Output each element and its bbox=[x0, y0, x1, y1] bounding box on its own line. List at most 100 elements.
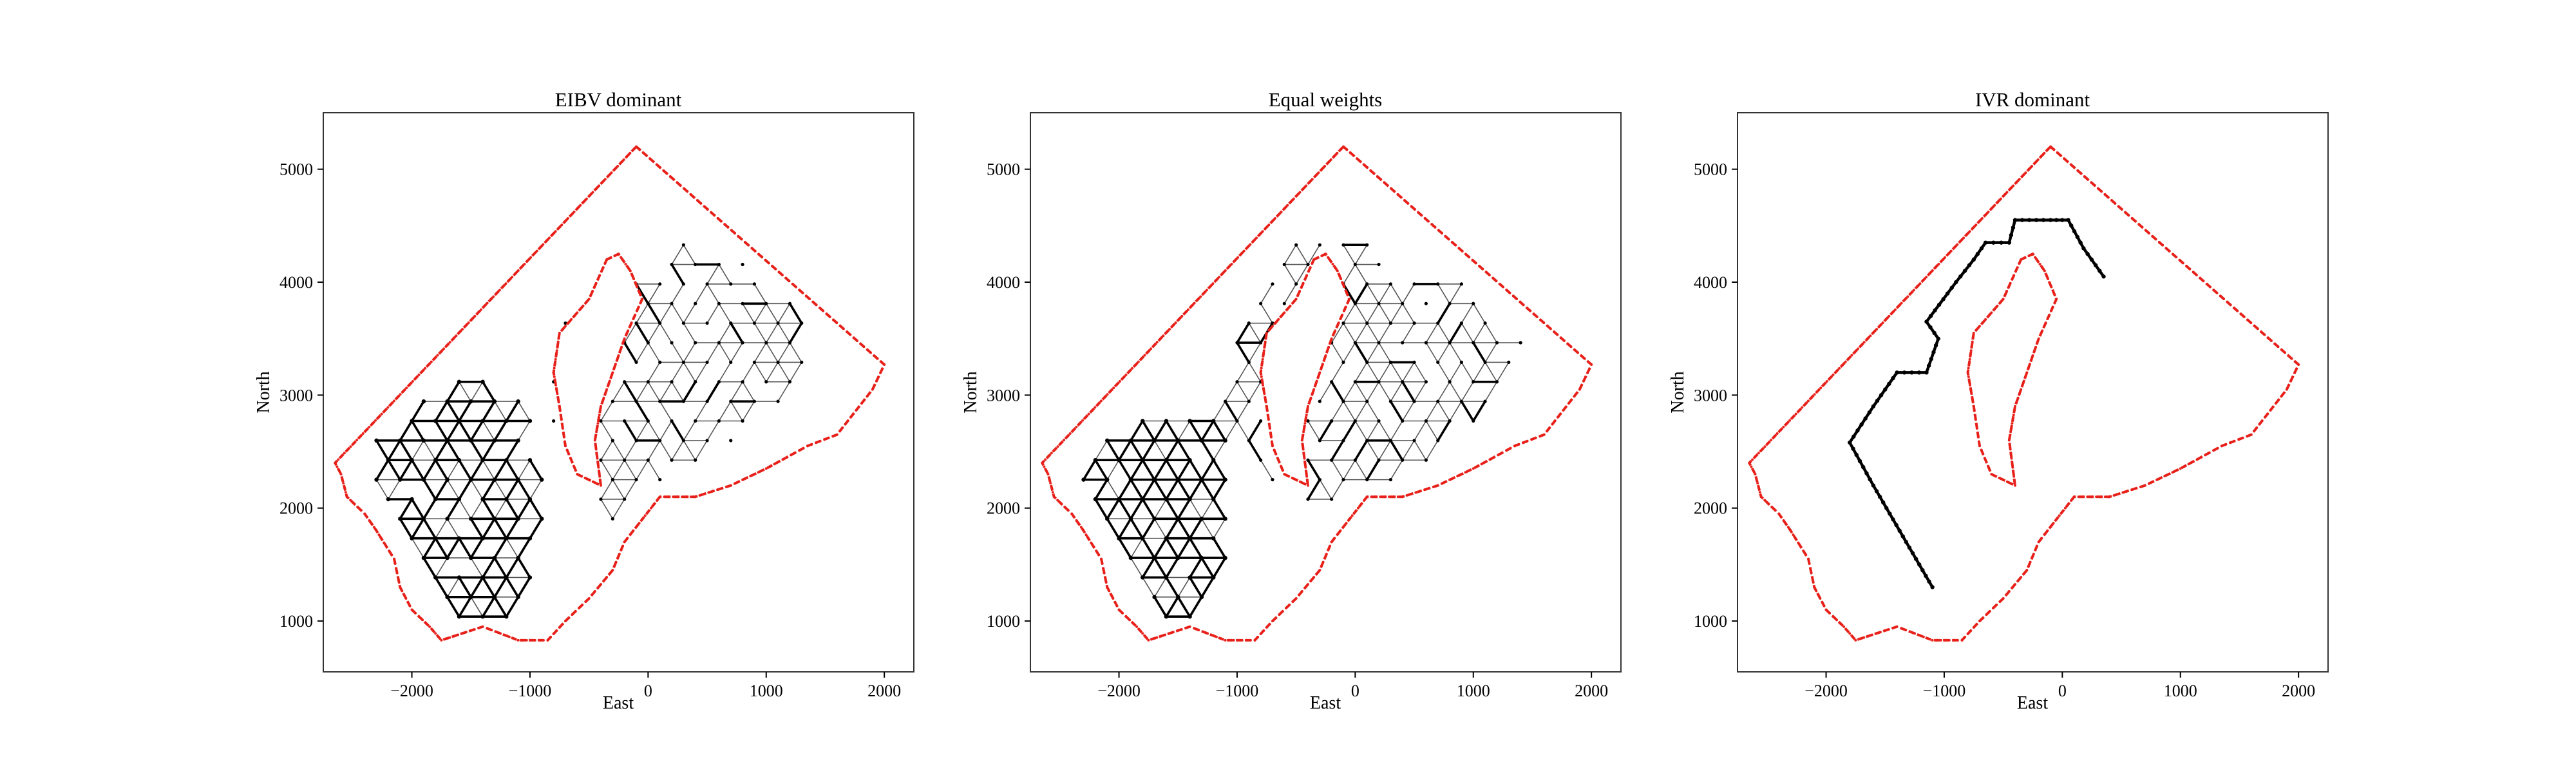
boundary-point bbox=[1124, 615, 1128, 618]
path-segment bbox=[600, 401, 614, 422]
path-waypoint bbox=[469, 438, 473, 443]
boundary-point bbox=[842, 327, 845, 330]
boundary-point bbox=[1758, 491, 1761, 494]
boundary-point bbox=[645, 154, 648, 157]
boundary-point bbox=[1264, 396, 1267, 399]
path-waypoint bbox=[623, 458, 627, 462]
path-waypoint bbox=[1883, 387, 1888, 392]
boundary-point bbox=[1044, 458, 1047, 461]
path-waypoint bbox=[1188, 615, 1192, 619]
boundary-point bbox=[1423, 488, 1426, 491]
boundary-point bbox=[553, 367, 556, 370]
boundary-point bbox=[1850, 354, 1853, 357]
boundary-point bbox=[1862, 341, 1866, 344]
boundary-point bbox=[359, 509, 363, 512]
boundary-point bbox=[1922, 279, 1925, 282]
path-waypoint bbox=[398, 438, 402, 443]
boundary-point bbox=[1944, 638, 1947, 642]
path-waypoint bbox=[1223, 477, 1227, 482]
path-segment bbox=[1472, 341, 1486, 364]
boundary-point bbox=[2151, 480, 2154, 483]
path-segment bbox=[1188, 557, 1203, 579]
path-waypoint bbox=[1895, 370, 1899, 375]
boundary-point bbox=[2090, 495, 2094, 499]
path-waypoint bbox=[764, 341, 768, 345]
boundary-point bbox=[1287, 475, 1290, 478]
path-segment bbox=[659, 322, 672, 343]
path-segment bbox=[1106, 459, 1120, 481]
path-waypoint bbox=[410, 458, 414, 463]
path-waypoint bbox=[564, 321, 567, 325]
boundary-point bbox=[495, 292, 498, 295]
path-waypoint bbox=[1851, 446, 1855, 451]
boundary-point bbox=[516, 638, 520, 642]
path-waypoint bbox=[694, 458, 697, 462]
panel-ivr-dominant: IVR dominant −2000 −1000 0 1000 200010002000… bbox=[1668, 88, 2329, 713]
boundary-point bbox=[1776, 432, 1779, 435]
boundary-point bbox=[2011, 422, 2014, 425]
boundary-point bbox=[1926, 637, 1929, 640]
path-waypoint bbox=[1341, 439, 1345, 443]
path-segment bbox=[1248, 381, 1262, 402]
path-waypoint bbox=[421, 517, 426, 521]
boundary-point bbox=[1291, 600, 1294, 604]
boundary-point bbox=[1312, 258, 1316, 261]
boundary-point bbox=[767, 262, 770, 265]
boundary-point bbox=[1267, 224, 1271, 227]
path-waypoint bbox=[729, 399, 733, 403]
boundary-point bbox=[1887, 628, 1890, 631]
boundary-point bbox=[1937, 262, 1940, 265]
boundary-point bbox=[1323, 557, 1327, 560]
boundary-point bbox=[685, 495, 688, 499]
path-segment bbox=[742, 361, 755, 383]
boundary-point bbox=[598, 274, 601, 277]
path-waypoint bbox=[1341, 478, 1345, 482]
path-segment bbox=[1248, 361, 1262, 383]
path-segment bbox=[434, 478, 449, 501]
path-segment bbox=[1354, 459, 1368, 481]
path-waypoint bbox=[741, 380, 744, 384]
boundary-point bbox=[558, 331, 561, 334]
boundary-point bbox=[614, 560, 618, 564]
boundary-point bbox=[1562, 408, 1565, 412]
boundary-point bbox=[1393, 190, 1396, 193]
boundary-point bbox=[629, 269, 632, 272]
boundary-point bbox=[630, 273, 634, 276]
boundary-point bbox=[2027, 168, 2031, 171]
boundary-point bbox=[343, 452, 346, 455]
boundary-point bbox=[2260, 419, 2264, 423]
boundary-point bbox=[470, 318, 473, 321]
boundary-point bbox=[1303, 278, 1307, 281]
boundary-point bbox=[1236, 638, 1240, 642]
boundary-point bbox=[574, 468, 577, 472]
boundary-point bbox=[2277, 398, 2280, 401]
boundary-point bbox=[1354, 510, 1357, 513]
boundary-point bbox=[559, 414, 562, 417]
path-waypoint bbox=[1141, 419, 1145, 423]
boundary-point bbox=[2016, 396, 2020, 399]
boundary-point bbox=[1295, 194, 1298, 197]
path-segment bbox=[1165, 596, 1180, 618]
boundary-point bbox=[2120, 207, 2123, 211]
path-waypoint bbox=[516, 399, 520, 404]
boundary-point bbox=[560, 418, 563, 421]
path-waypoint bbox=[1936, 336, 1940, 341]
boundary-point bbox=[825, 312, 828, 316]
path-waypoint bbox=[1353, 419, 1357, 423]
path-waypoint bbox=[398, 477, 402, 482]
path-segment bbox=[600, 420, 614, 441]
boundary-point bbox=[1522, 303, 1525, 307]
boundary-point bbox=[2002, 298, 2005, 301]
path-segment bbox=[505, 557, 520, 579]
boundary-point bbox=[1788, 419, 1792, 422]
boundary-point bbox=[1434, 225, 1437, 229]
path-waypoint bbox=[1483, 321, 1487, 325]
boundary-point bbox=[1072, 515, 1075, 519]
boundary-point bbox=[1794, 537, 1797, 540]
boundary-point bbox=[594, 282, 598, 285]
boundary-point bbox=[1104, 581, 1108, 584]
boundary-point bbox=[1975, 224, 1978, 227]
boundary-point bbox=[741, 478, 744, 481]
boundary-point bbox=[1171, 631, 1175, 634]
path-segment bbox=[647, 342, 661, 363]
